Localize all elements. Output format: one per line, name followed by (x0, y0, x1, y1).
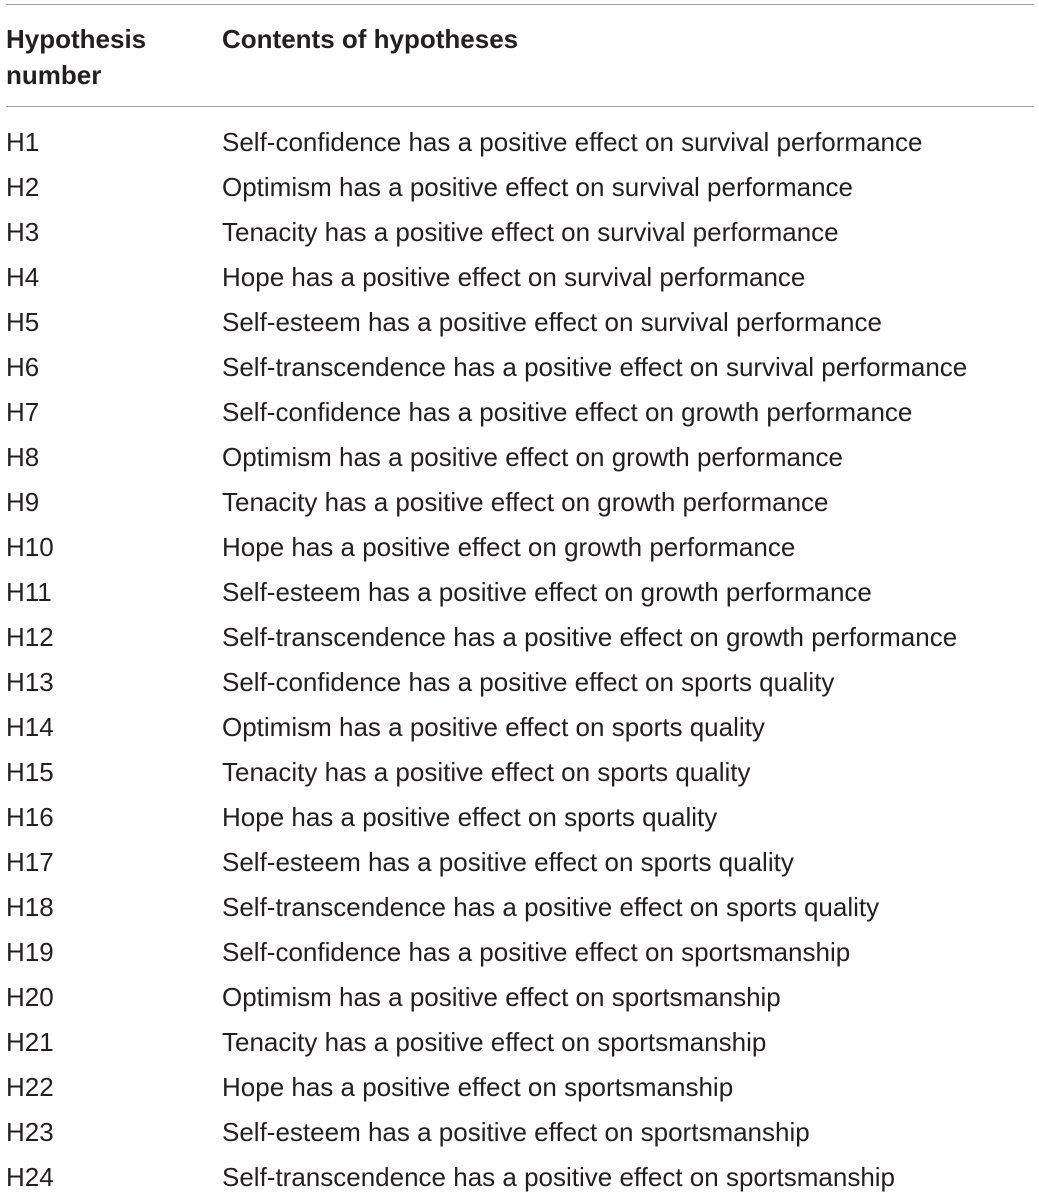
table-row: H13 Self-confidence has a positive effect… (6, 660, 1034, 705)
hypothesis-number-cell: H4 (6, 262, 40, 292)
hypothesis-content-cell: Self-esteem has a positive effect on spo… (222, 847, 794, 877)
table-row: H2 Optimism has a positive effect on surv… (6, 165, 1034, 210)
table-row: H8 Optimism has a positive effect on grow… (6, 435, 1034, 480)
table-row: H9 Tenacity has a positive effect on grow… (6, 480, 1034, 525)
table-row: H24 Self-transcendence has a positive eff… (6, 1155, 1034, 1200)
table-row: H21 Tenacity has a positive effect on spo… (6, 1020, 1034, 1065)
hypothesis-number-cell: H14 (6, 712, 54, 742)
hypothesis-content-cell: Self-transcendence has a positive effect… (222, 1162, 896, 1192)
table-row: H19 Self-confidence has a positive effect… (6, 930, 1034, 975)
hypothesis-number-cell: H20 (6, 982, 54, 1012)
hypothesis-number-cell: H21 (6, 1027, 54, 1057)
hypothesis-number-cell: H13 (6, 667, 54, 697)
hypothesis-content-cell: Self-esteem has a positive effect on sur… (222, 307, 882, 337)
column-header-hypothesis-number: Hypothesis number (6, 24, 147, 90)
hypothesis-content-cell: Self-confidence has a positive effect on… (222, 937, 851, 967)
hypothesis-number-cell: H17 (6, 847, 54, 877)
hypothesis-number-cell: H16 (6, 802, 54, 832)
hypothesis-content-cell: Optimism has a positive effect on sports… (222, 982, 781, 1012)
table-row: H18 Self-transcendence has a positive eff… (6, 885, 1034, 930)
hypothesis-content-cell: Self-transcendence has a positive effect… (222, 352, 968, 382)
hypothesis-content-cell: Self-esteem has a positive effect on spo… (222, 1117, 810, 1147)
hypothesis-content-cell: Self-confidence has a positive effect on… (222, 397, 913, 427)
hypothesis-number-cell: H9 (6, 487, 40, 517)
table-row: H10 Hope has a positive effect on growth … (6, 525, 1034, 570)
hypothesis-number-cell: H3 (6, 217, 40, 247)
hypothesis-number-cell: H24 (6, 1162, 54, 1192)
hypothesis-number-cell: H6 (6, 352, 40, 382)
hypothesis-content-cell: Hope has a positive effect on survival p… (222, 262, 806, 292)
column-header-contents: Contents of hypotheses (222, 24, 519, 54)
hypothesis-number-cell: H11 (6, 577, 52, 607)
table-row: H1 Self-confidence has a positive effect … (6, 120, 1034, 165)
table-row: H7 Self-confidence has a positive effect … (6, 390, 1034, 435)
table-row: H22 Hope has a positive effect on sportsm… (6, 1065, 1034, 1110)
table-top-rule (6, 4, 1034, 5)
hypothesis-number-cell: H19 (6, 937, 54, 967)
table-row: H5 Self-esteem has a positive effect on s… (6, 300, 1034, 345)
hypothesis-number-cell: H10 (6, 532, 54, 562)
hypothesis-content-cell: Self-transcendence has a positive effect… (222, 622, 958, 652)
hypothesis-number-cell: H22 (6, 1072, 54, 1102)
table-row: H11 Self-esteem has a positive effect on … (6, 570, 1034, 615)
hypothesis-content-cell: Optimism has a positive effect on growth… (222, 442, 843, 472)
hypothesis-number-cell: H23 (6, 1117, 54, 1147)
hypothesis-number-cell: H8 (6, 442, 40, 472)
hypothesis-number-cell: H7 (6, 397, 40, 427)
hypothesis-content-cell: Self-transcendence has a positive effect… (222, 892, 880, 922)
table-header: Hypothesis number Contents of hypotheses (6, 5, 1034, 107)
hypothesis-number-cell: H5 (6, 307, 40, 337)
hypothesis-content-cell: Hope has a positive effect on sports qua… (222, 802, 718, 832)
hypothesis-number-cell: H2 (6, 172, 40, 202)
hypothesis-content-cell: Hope has a positive effect on sportsmans… (222, 1072, 734, 1102)
hypothesis-content-cell: Self-confidence has a positive effect on… (222, 127, 923, 157)
hypothesis-content-cell: Tenacity has a positive effect on sports… (222, 1027, 767, 1057)
table-row: H3 Tenacity has a positive effect on surv… (6, 210, 1034, 255)
hypothesis-content-cell: Optimism has a positive effect on surviv… (222, 172, 854, 202)
table-row: H6 Self-transcendence has a positive effe… (6, 345, 1034, 390)
hypotheses-table: Hypothesis number Contents of hypotheses… (6, 4, 1034, 1200)
hypothesis-number-cell: H12 (6, 622, 54, 652)
hypothesis-content-cell: Tenacity has a positive effect on sports… (222, 757, 751, 787)
hypothesis-content-cell: Tenacity has a positive effect on growth… (222, 487, 829, 517)
table-row: H4 Hope has a positive effect on survival… (6, 255, 1034, 300)
hypothesis-number-cell: H18 (6, 892, 54, 922)
table-row: H17 Self-esteem has a positive effect on … (6, 840, 1034, 885)
table-row: H14 Optimism has a positive effect on spo… (6, 705, 1034, 750)
hypothesis-number-cell: H15 (6, 757, 54, 787)
hypothesis-content-cell: Self-esteem has a positive effect on gro… (222, 577, 872, 607)
hypothesis-content-cell: Optimism has a positive effect on sports… (222, 712, 765, 742)
hypothesis-content-cell: Tenacity has a positive effect on surviv… (222, 217, 839, 247)
table-row: H20 Optimism has a positive effect on spo… (6, 975, 1034, 1020)
table-row: H12 Self-transcendence has a positive eff… (6, 615, 1034, 660)
hypothesis-content-cell: Self-confidence has a positive effect on… (222, 667, 835, 697)
table-row: H15 Tenacity has a positive effect on spo… (6, 750, 1034, 795)
hypothesis-content-cell: Hope has a positive effect on growth per… (222, 532, 796, 562)
table-row: H16 Hope has a positive effect on sports … (6, 795, 1034, 840)
table-row: H23 Self-esteem has a positive effect on … (6, 1110, 1034, 1155)
table-body: H1 Self-confidence has a positive effect … (6, 107, 1034, 1200)
hypothesis-number-cell: H1 (6, 127, 40, 157)
